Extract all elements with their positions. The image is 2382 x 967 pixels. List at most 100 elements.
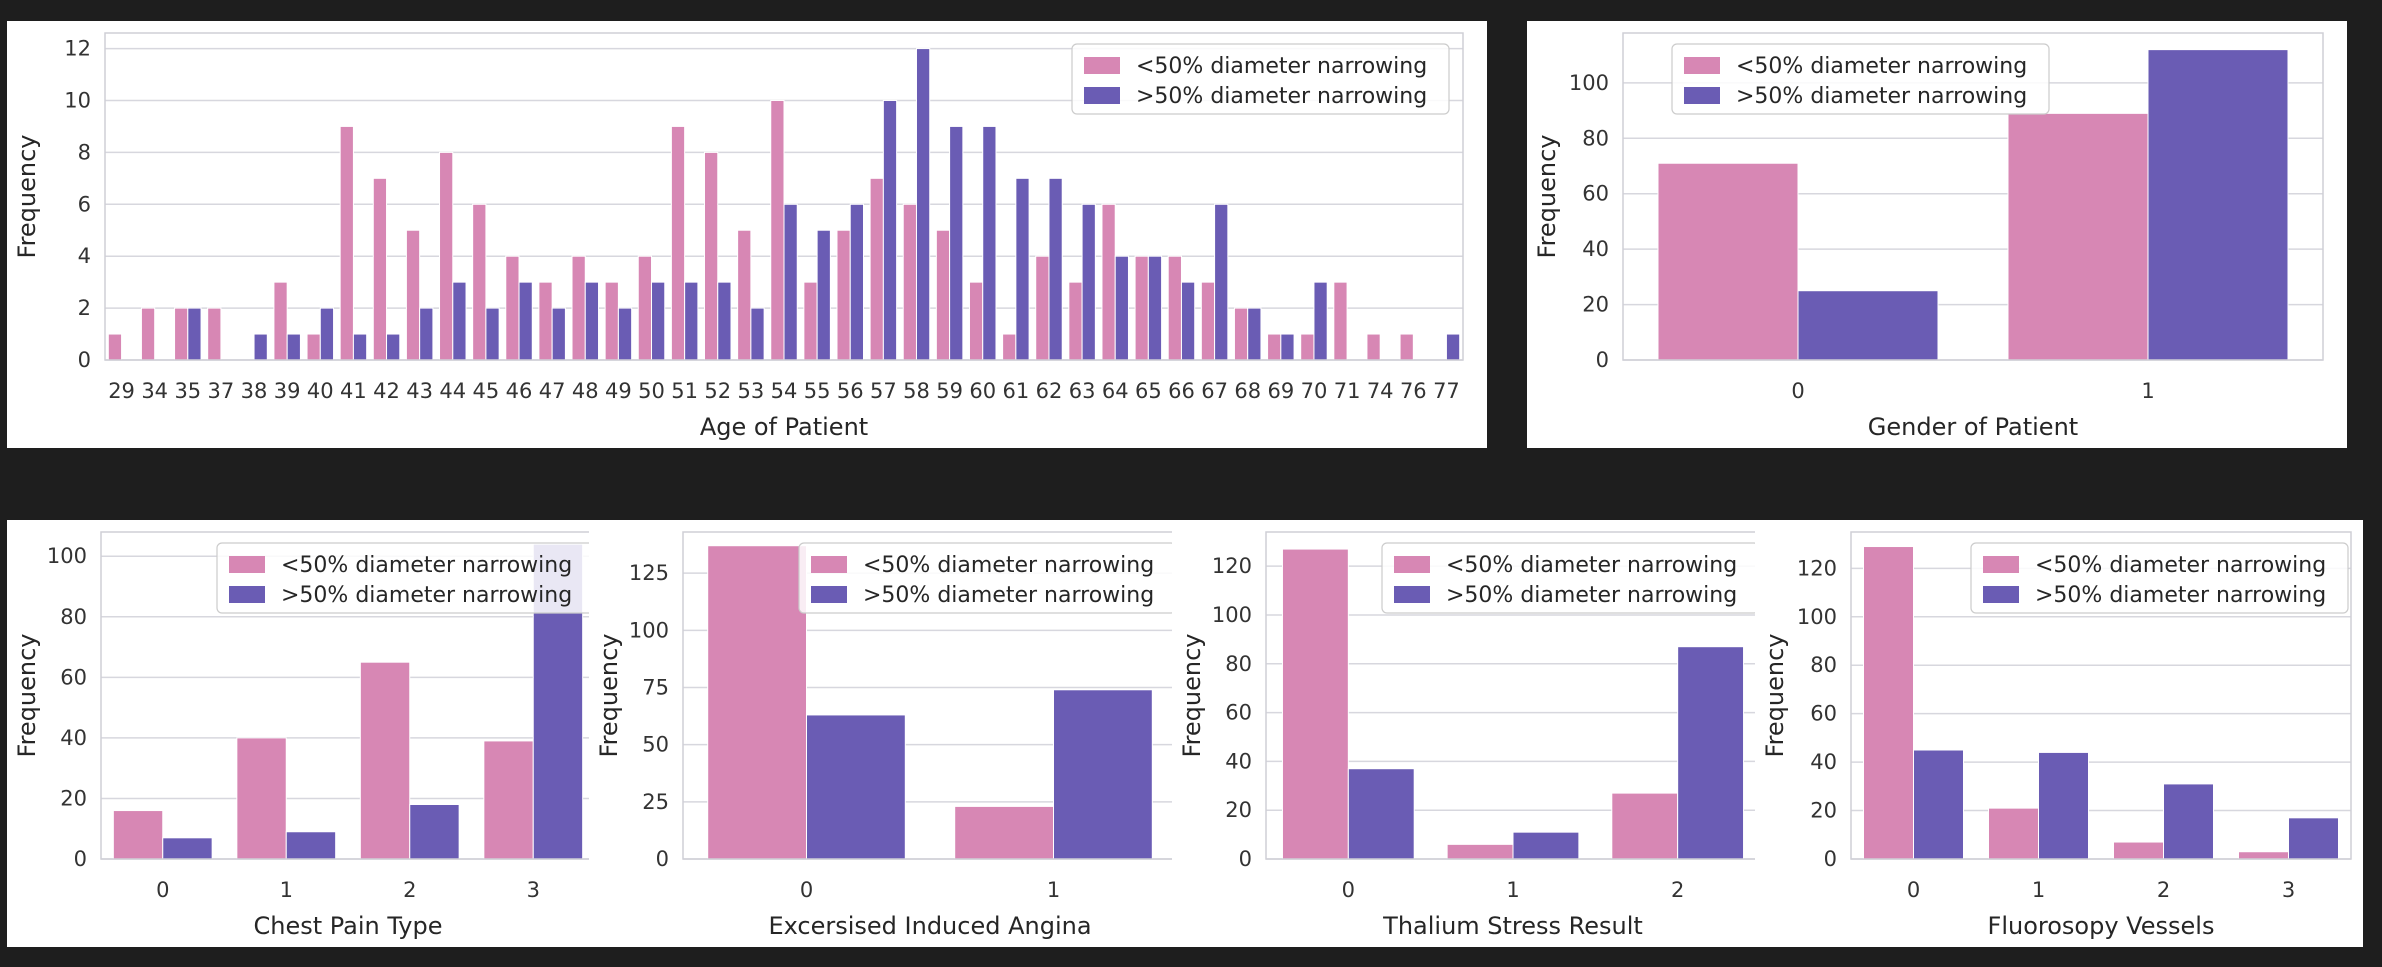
y-tick-label: 100 bbox=[47, 544, 87, 568]
x-tick-label: 63 bbox=[1069, 379, 1096, 403]
y-axis-label: Frequency bbox=[13, 135, 41, 259]
bar bbox=[806, 714, 906, 860]
y-tick-label: 60 bbox=[1225, 701, 1252, 725]
x-tick-label: 65 bbox=[1135, 379, 1162, 403]
chart-svg: 0 20 40 60 80 100 0 1 Gender of Patient Frequency… bbox=[1533, 32, 2324, 441]
x-tick-label: 0 bbox=[1791, 379, 1804, 403]
y-tick-label: 4 bbox=[78, 244, 91, 268]
legend-label: >50% diameter narrowing bbox=[2035, 583, 2326, 608]
x-tick-label: 42 bbox=[373, 379, 400, 403]
y-tick-label: 40 bbox=[1582, 237, 1609, 261]
legend-swatch bbox=[811, 586, 847, 603]
x-tick-label: 57 bbox=[870, 379, 897, 403]
x-tick-label: 61 bbox=[1002, 379, 1029, 403]
bar bbox=[409, 804, 460, 860]
legend-swatch bbox=[1684, 87, 1720, 104]
bar bbox=[359, 661, 411, 860]
y-axis-label: Frequency bbox=[1533, 135, 1561, 259]
chart-svg: 0 25 50 75 100 125 0 1 Excersised Induced Angina… bbox=[595, 531, 1178, 940]
x-tick-label: 64 bbox=[1102, 379, 1129, 403]
x-tick-label: 0 bbox=[156, 878, 169, 902]
bar bbox=[1347, 768, 1415, 860]
x-tick-label: 74 bbox=[1367, 379, 1394, 403]
x-tick-label: 2 bbox=[1671, 878, 1684, 902]
legend-label: >50% diameter narrowing bbox=[1136, 84, 1427, 109]
bar bbox=[236, 737, 287, 860]
y-tick-label: 80 bbox=[60, 605, 87, 629]
bar bbox=[285, 831, 337, 860]
x-tick-label: 77 bbox=[1433, 379, 1460, 403]
legend-swatch bbox=[229, 556, 265, 573]
y-axis-label: Frequency bbox=[1178, 634, 1206, 758]
y-axis-label: Frequency bbox=[13, 634, 41, 758]
y-tick-label: 40 bbox=[1225, 749, 1252, 773]
plot-frame bbox=[1622, 32, 2324, 361]
x-tick-label: 48 bbox=[572, 379, 599, 403]
panel-chest-pain: 0 20 40 60 80 100 0 1 2 3 Chest Pain Type Frequency… bbox=[7, 520, 605, 947]
chart-svg: 0 20 40 60 80 100 0 1 2 3 Chest Pain Type Frequency… bbox=[13, 531, 596, 940]
y-tick-label: 20 bbox=[1810, 799, 1837, 823]
legend-label: >50% diameter narrowing bbox=[1446, 583, 1737, 608]
bar bbox=[112, 810, 164, 860]
panel-fluoroscopy: 0 20 40 60 80 100 120 0 1 2 3 Fluorosopy Vessels Fre… bbox=[1755, 520, 2363, 947]
x-tick-label: 54 bbox=[771, 379, 798, 403]
x-axis-label: Age of Patient bbox=[700, 413, 868, 441]
legend-swatch bbox=[229, 586, 265, 603]
y-tick-label: 80 bbox=[1810, 653, 1837, 677]
y-tick-label: 60 bbox=[1582, 182, 1609, 206]
y-tick-label: 20 bbox=[1582, 293, 1609, 317]
x-tick-label: 50 bbox=[638, 379, 665, 403]
bar bbox=[1281, 548, 1349, 860]
x-tick-label: 44 bbox=[439, 379, 466, 403]
x-tick-label: 47 bbox=[539, 379, 566, 403]
bar bbox=[2007, 112, 2149, 361]
x-tick-label: 1 bbox=[1506, 878, 1519, 902]
legend-swatch bbox=[1684, 57, 1720, 74]
x-tick-label: 55 bbox=[804, 379, 831, 403]
legend-box bbox=[1970, 542, 2349, 614]
y-tick-label: 25 bbox=[642, 790, 669, 814]
y-tick-label: 50 bbox=[642, 733, 669, 757]
bar bbox=[1611, 792, 1679, 860]
y-axis-label: Frequency bbox=[595, 634, 623, 758]
legend-box bbox=[1071, 43, 1450, 115]
x-tick-label: 43 bbox=[406, 379, 433, 403]
legend-label: <50% diameter narrowing bbox=[1446, 553, 1737, 578]
y-tick-label: 75 bbox=[642, 675, 669, 699]
bar bbox=[707, 545, 807, 860]
y-tick-label: 0 bbox=[1239, 847, 1252, 871]
y-tick-label: 120 bbox=[1212, 554, 1252, 578]
y-tick-label: 8 bbox=[78, 140, 91, 164]
y-tick-label: 20 bbox=[1225, 798, 1252, 822]
x-tick-label: 2 bbox=[403, 878, 416, 902]
x-tick-label: 41 bbox=[340, 379, 367, 403]
x-tick-label: 2 bbox=[2157, 878, 2170, 902]
y-tick-label: 100 bbox=[1212, 603, 1252, 627]
x-tick-label: 0 bbox=[1342, 878, 1355, 902]
x-tick-label: 1 bbox=[280, 878, 293, 902]
plot-frame bbox=[104, 32, 1464, 361]
x-tick-label: 68 bbox=[1234, 379, 1261, 403]
x-axis-label: Thalium Stress Result bbox=[1382, 912, 1643, 940]
x-tick-label: 45 bbox=[473, 379, 500, 403]
legend-box bbox=[1671, 43, 2050, 115]
x-tick-label: 40 bbox=[307, 379, 334, 403]
y-tick-label: 100 bbox=[629, 618, 669, 642]
y-tick-label: 125 bbox=[629, 561, 669, 585]
x-tick-label: 46 bbox=[506, 379, 533, 403]
x-tick-label: 62 bbox=[1036, 379, 1063, 403]
y-tick-label: 12 bbox=[64, 37, 91, 61]
bar bbox=[1677, 646, 1745, 860]
bar bbox=[2288, 817, 2339, 860]
legend-swatch bbox=[1394, 556, 1430, 573]
panel-angina: 0 25 50 75 100 125 0 1 Excersised Induced Angina… bbox=[589, 520, 1187, 947]
x-tick-label: 0 bbox=[800, 878, 813, 902]
x-tick-label: 1 bbox=[1047, 878, 1060, 902]
legend-label: <50% diameter narrowing bbox=[1736, 54, 2027, 79]
y-tick-label: 100 bbox=[1797, 605, 1837, 629]
y-tick-label: 0 bbox=[78, 348, 91, 372]
x-tick-label: 0 bbox=[1907, 878, 1920, 902]
y-tick-label: 40 bbox=[60, 726, 87, 750]
x-tick-label: 1 bbox=[2141, 379, 2154, 403]
